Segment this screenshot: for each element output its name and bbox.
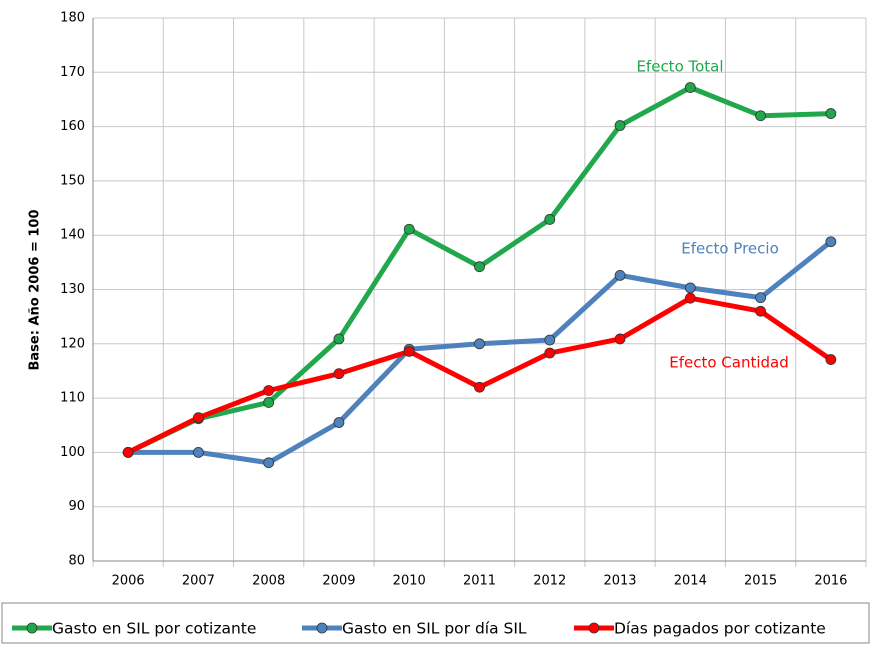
point [684,82,696,93]
point [474,381,485,393]
point [333,368,345,380]
annotation: Efecto Precio [681,240,779,258]
y-tick-label: 170 [60,65,85,80]
point [122,446,134,458]
y-tick-label: 100 [60,445,85,460]
y-tick-label: 90 [68,499,85,514]
y-tick-label: 160 [60,119,85,134]
legend-box [1,602,870,644]
y-tick-label: 80 [68,554,85,569]
point [825,108,837,119]
legend-marker [26,622,38,634]
legend-label: Días pagados por cotizante [614,620,826,638]
x-tick-label: 2015 [744,574,777,589]
point [263,385,275,396]
y-tick-label: 120 [60,336,85,351]
point [684,292,696,304]
point [263,457,275,469]
y-tick-label: 130 [60,282,85,297]
x-tick-label: 2006 [112,574,145,589]
point [614,269,626,281]
legend-marker [316,622,328,634]
y-tick-label: 150 [60,173,85,188]
point [825,236,837,248]
y-axis-label: Base: Año 2006 = 100 [28,210,43,371]
x-tick-label: 2012 [533,574,566,589]
y-tick-label: 140 [60,228,85,243]
point [474,338,485,350]
point [333,333,345,345]
x-tick-label: 2011 [463,574,496,589]
legend-label: Gasto en SIL por día SIL [342,620,527,638]
point [403,223,415,235]
y-tick-label: 110 [60,391,85,406]
point [755,110,766,122]
point [614,333,626,345]
x-tick-label: 2009 [322,574,355,589]
point [193,446,204,458]
legend-marker [588,622,600,634]
point [755,305,766,317]
x-tick-label: 2008 [252,574,285,589]
point [544,334,556,346]
point [474,261,485,273]
point [403,346,415,357]
x-tick-label: 2007 [182,574,215,589]
point [614,120,626,131]
legend-label: Gasto en SIL por cotizante [52,620,256,638]
point [684,282,696,294]
x-tick-label: 2010 [393,574,426,589]
point [755,292,766,304]
point [263,397,275,408]
annotation: Efecto Total [636,58,723,76]
y-tick-label: 180 [60,11,85,26]
point [333,417,345,428]
point [544,347,556,359]
point [544,214,556,225]
point [825,354,837,365]
x-tick-label: 2016 [814,574,847,589]
x-tick-label: 2013 [603,574,636,589]
x-tick-label: 2014 [674,574,707,589]
annotation: Efecto Cantidad [669,354,789,372]
point [193,412,204,424]
